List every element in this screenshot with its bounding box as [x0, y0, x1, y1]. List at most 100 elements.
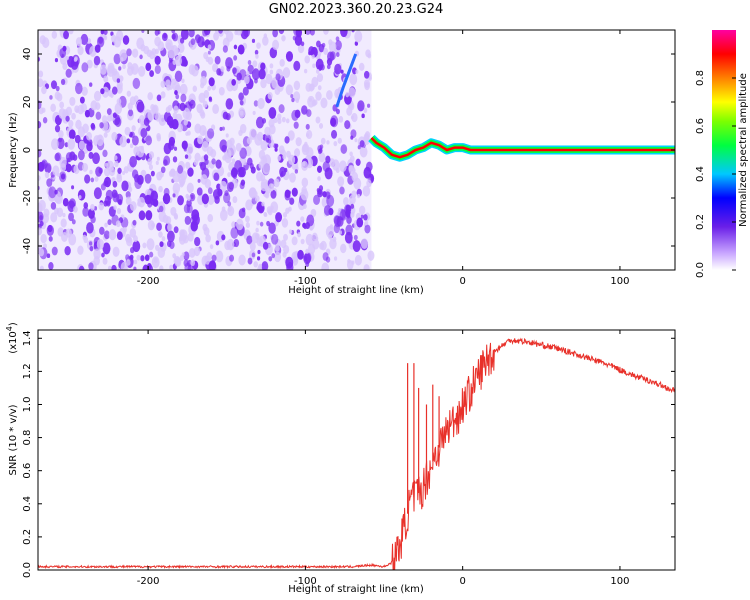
noise-speckle — [90, 100, 98, 111]
noise-speckle — [147, 92, 153, 101]
noise-speckle — [40, 233, 47, 244]
noise-speckle — [77, 189, 86, 201]
noise-speckle — [338, 115, 344, 123]
noise-speckle — [96, 134, 105, 147]
noise-speckle — [304, 252, 312, 263]
noise-speckle — [50, 80, 58, 90]
noise-speckle — [316, 165, 323, 173]
noise-speckle — [249, 128, 257, 140]
noise-speckle — [126, 138, 131, 144]
noise-speckle — [90, 204, 95, 211]
spectrogram-y-ticks: -40 -20 0 20 40 — [22, 48, 675, 254]
noise-speckle — [112, 192, 120, 203]
noise-speckle — [227, 172, 231, 178]
noise-speckle — [183, 147, 187, 152]
noise-speckle — [312, 238, 320, 250]
noise-speckle — [240, 179, 246, 186]
noise-speckle — [202, 130, 206, 135]
noise-speckle — [140, 255, 145, 262]
noise-speckle — [133, 146, 140, 156]
noise-speckle — [133, 259, 138, 265]
noise-speckle — [48, 262, 54, 270]
noise-speckle — [218, 86, 225, 96]
noise-speckle — [160, 166, 166, 174]
noise-speckle — [86, 59, 93, 69]
noise-speckle — [350, 135, 354, 140]
snr-line — [38, 337, 675, 570]
noise-speckle — [179, 83, 188, 96]
noise-speckle — [142, 264, 149, 270]
noise-speckle — [264, 126, 271, 136]
noise-speckle — [261, 261, 269, 270]
noise-speckle — [38, 199, 46, 212]
noise-speckle — [114, 102, 123, 115]
noise-speckle — [79, 96, 85, 104]
colorbar-tick-label: 0.8 — [695, 70, 706, 86]
noise-speckle — [172, 182, 181, 194]
noise-speckle — [56, 207, 64, 218]
noise-speckle — [261, 117, 267, 124]
noise-speckle — [42, 213, 50, 224]
noise-speckle — [216, 183, 221, 191]
noise-speckle — [39, 220, 44, 227]
noise-speckle — [117, 167, 122, 174]
noise-speckle — [247, 257, 253, 265]
noise-speckle — [350, 211, 355, 218]
noise-speckle — [158, 205, 164, 213]
noise-speckle — [221, 126, 225, 131]
noise-speckle — [188, 248, 196, 258]
noise-speckle — [67, 55, 75, 68]
noise-speckle — [181, 78, 185, 84]
noise-speckle — [239, 110, 244, 116]
noise-speckle — [99, 64, 107, 75]
noise-speckle — [225, 57, 234, 69]
noise-speckle — [239, 147, 247, 159]
noise-speckle — [192, 85, 198, 92]
noise-speckle — [320, 97, 328, 109]
noise-speckle — [251, 252, 256, 258]
snr-scale-close: ) — [8, 322, 19, 326]
noise-speckle — [316, 73, 324, 83]
y-tick-label: 0.8 — [22, 430, 33, 446]
noise-speckle — [311, 54, 315, 59]
noise-speckle — [94, 176, 99, 182]
x-tick-label: -200 — [137, 576, 160, 587]
noise-speckle — [352, 240, 361, 253]
colorbar-tick-label: 0.6 — [695, 118, 706, 134]
noise-speckle — [160, 80, 166, 88]
noise-speckle — [156, 156, 160, 161]
noise-speckle — [312, 63, 316, 69]
noise-speckle — [258, 161, 264, 169]
noise-speckle — [273, 178, 280, 188]
noise-speckle — [364, 82, 370, 91]
noise-speckle — [107, 89, 113, 97]
noise-speckle — [345, 91, 350, 98]
noise-speckle — [181, 140, 188, 150]
x-tick-label: -100 — [294, 576, 317, 587]
noise-speckle — [239, 123, 247, 134]
noise-speckle — [56, 93, 63, 102]
chart-title: GN02.2023.360.20.23.G24 — [269, 2, 444, 17]
noise-speckle — [315, 68, 320, 74]
noise-speckle — [289, 172, 296, 183]
noise-speckle — [122, 226, 127, 233]
noise-speckle — [98, 167, 103, 174]
noise-speckle — [231, 78, 237, 86]
noise-speckle — [165, 42, 172, 51]
noise-speckle — [263, 33, 268, 39]
noise-speckle — [315, 91, 322, 101]
noise-speckle — [68, 129, 76, 140]
noise-speckle — [351, 190, 357, 198]
noise-speckle — [363, 135, 370, 146]
colorbar-tick-label: 0.0 — [695, 262, 706, 278]
noise-speckle — [319, 242, 325, 250]
noise-speckle — [150, 170, 155, 177]
noise-speckle — [116, 78, 121, 83]
noise-speckle — [145, 135, 153, 146]
noise-speckle — [328, 208, 334, 216]
noise-speckle — [173, 146, 178, 151]
noise-speckle — [205, 234, 211, 243]
noise-speckle — [333, 215, 342, 228]
noise-speckle — [274, 251, 282, 263]
noise-speckle — [260, 62, 266, 71]
